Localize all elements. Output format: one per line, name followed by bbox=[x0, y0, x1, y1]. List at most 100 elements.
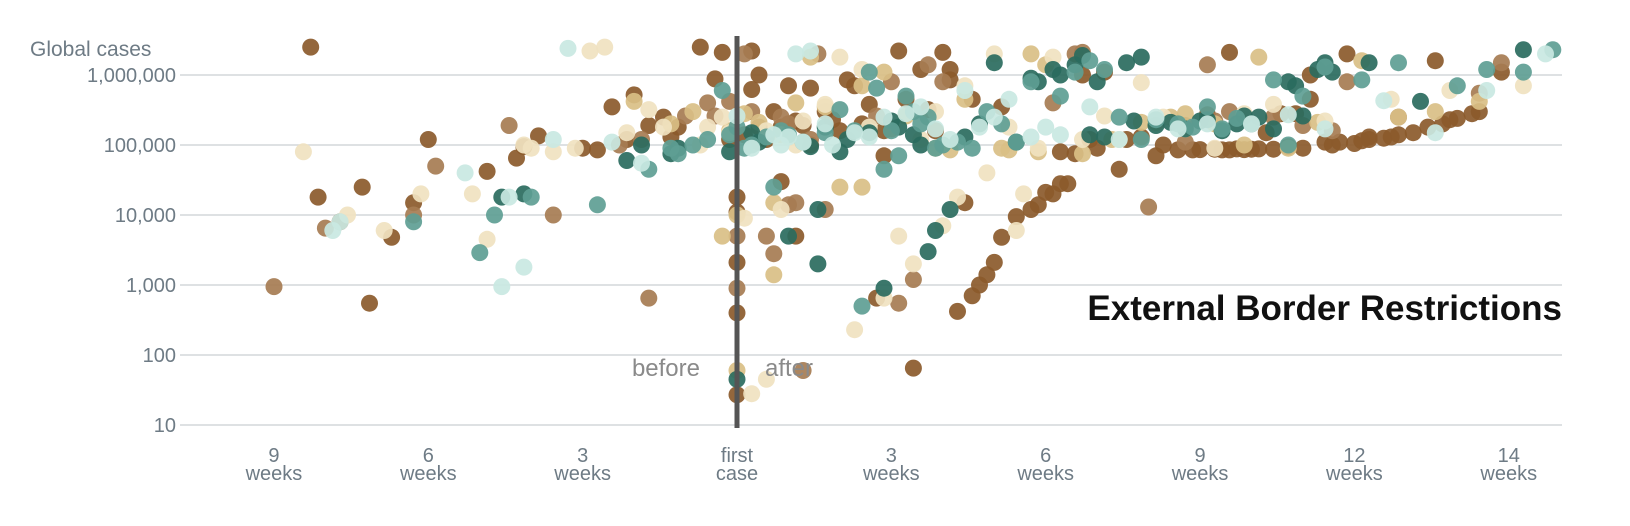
data-point bbox=[846, 321, 864, 339]
x-tick-label: weeks bbox=[399, 463, 457, 485]
data-point bbox=[1360, 128, 1378, 146]
data-point bbox=[1007, 208, 1025, 226]
y-tick-label: 100 bbox=[143, 345, 176, 367]
data-point bbox=[890, 42, 908, 60]
data-point bbox=[1066, 63, 1084, 81]
data-point bbox=[1228, 109, 1246, 127]
data-point bbox=[1088, 73, 1106, 91]
x-tick-label: 3 bbox=[886, 445, 897, 467]
data-point bbox=[1132, 74, 1150, 92]
data-point bbox=[633, 154, 650, 172]
data-point bbox=[1029, 196, 1047, 214]
data-point bbox=[691, 38, 709, 56]
data-point bbox=[780, 128, 797, 146]
x-tick-label: case bbox=[716, 463, 758, 485]
data-point bbox=[1169, 120, 1187, 138]
data-point bbox=[1316, 58, 1334, 76]
data-point bbox=[809, 255, 827, 273]
data-point bbox=[1118, 54, 1135, 72]
data-point bbox=[471, 244, 489, 262]
data-point bbox=[1096, 61, 1113, 78]
data-point bbox=[927, 222, 944, 239]
data-point bbox=[1390, 54, 1407, 72]
x-tick-label: 6 bbox=[1040, 445, 1051, 467]
data-point bbox=[493, 278, 511, 296]
x-tick-label: 6 bbox=[423, 445, 434, 467]
data-point bbox=[588, 196, 606, 214]
data-point bbox=[1191, 141, 1209, 159]
data-point bbox=[875, 63, 893, 81]
data-point bbox=[1265, 71, 1282, 89]
data-point bbox=[1316, 120, 1334, 138]
data-point bbox=[1338, 45, 1356, 63]
data-point bbox=[618, 124, 636, 142]
data-point bbox=[846, 124, 864, 142]
data-point bbox=[919, 56, 937, 74]
x-tick-label: 3 bbox=[577, 445, 588, 467]
data-points bbox=[265, 38, 1562, 404]
data-point bbox=[419, 131, 437, 148]
data-point bbox=[743, 81, 761, 98]
x-tick-label: weeks bbox=[553, 463, 611, 485]
data-point bbox=[787, 194, 805, 212]
data-point bbox=[713, 108, 731, 126]
data-point bbox=[912, 98, 930, 116]
data-point bbox=[1037, 118, 1055, 136]
data-point bbox=[757, 370, 775, 388]
data-point bbox=[581, 42, 599, 60]
data-point bbox=[1353, 71, 1371, 89]
data-point bbox=[699, 94, 717, 112]
data-point bbox=[765, 245, 783, 263]
data-point bbox=[1081, 52, 1099, 70]
chart-title: External Border Restrictions bbox=[1087, 289, 1562, 328]
data-point bbox=[427, 157, 445, 175]
data-point bbox=[757, 227, 775, 245]
data-point bbox=[1375, 92, 1393, 110]
data-point bbox=[1081, 126, 1099, 144]
data-point bbox=[1022, 128, 1040, 146]
data-point bbox=[530, 127, 547, 145]
data-point bbox=[633, 136, 650, 154]
data-point bbox=[1154, 136, 1172, 154]
data-point bbox=[875, 147, 893, 165]
data-point bbox=[302, 38, 320, 56]
y-axis-label: Global cases bbox=[30, 38, 151, 61]
data-point bbox=[1426, 103, 1444, 121]
data-point bbox=[1059, 175, 1077, 193]
data-point bbox=[603, 98, 621, 116]
data-point bbox=[890, 147, 908, 165]
data-point bbox=[625, 92, 643, 110]
data-point bbox=[699, 131, 717, 148]
data-point bbox=[743, 385, 761, 403]
data-point bbox=[816, 115, 834, 133]
data-point bbox=[1022, 45, 1040, 63]
data-point bbox=[265, 278, 283, 296]
data-point bbox=[640, 117, 658, 134]
data-point bbox=[478, 230, 496, 248]
data-point bbox=[1198, 115, 1216, 133]
data-point bbox=[1265, 95, 1282, 113]
data-point bbox=[618, 152, 636, 169]
data-point bbox=[1184, 118, 1202, 136]
x-tick-label: 9 bbox=[1194, 445, 1205, 467]
data-point bbox=[897, 105, 915, 123]
data-point bbox=[1478, 82, 1496, 99]
data-point bbox=[765, 266, 783, 284]
data-point bbox=[1000, 90, 1018, 108]
data-point bbox=[890, 294, 908, 312]
data-point bbox=[853, 178, 871, 196]
data-point bbox=[1404, 124, 1422, 142]
data-point bbox=[713, 227, 731, 245]
data-point bbox=[735, 45, 753, 63]
data-point bbox=[456, 164, 474, 182]
data-point bbox=[853, 77, 871, 95]
data-point bbox=[934, 73, 952, 91]
data-point bbox=[971, 118, 988, 136]
y-tick-label: 10,000 bbox=[115, 205, 176, 227]
data-point bbox=[1147, 108, 1165, 126]
data-point bbox=[787, 94, 805, 112]
data-point bbox=[735, 209, 753, 227]
data-point bbox=[1235, 136, 1253, 154]
data-point bbox=[802, 42, 819, 60]
